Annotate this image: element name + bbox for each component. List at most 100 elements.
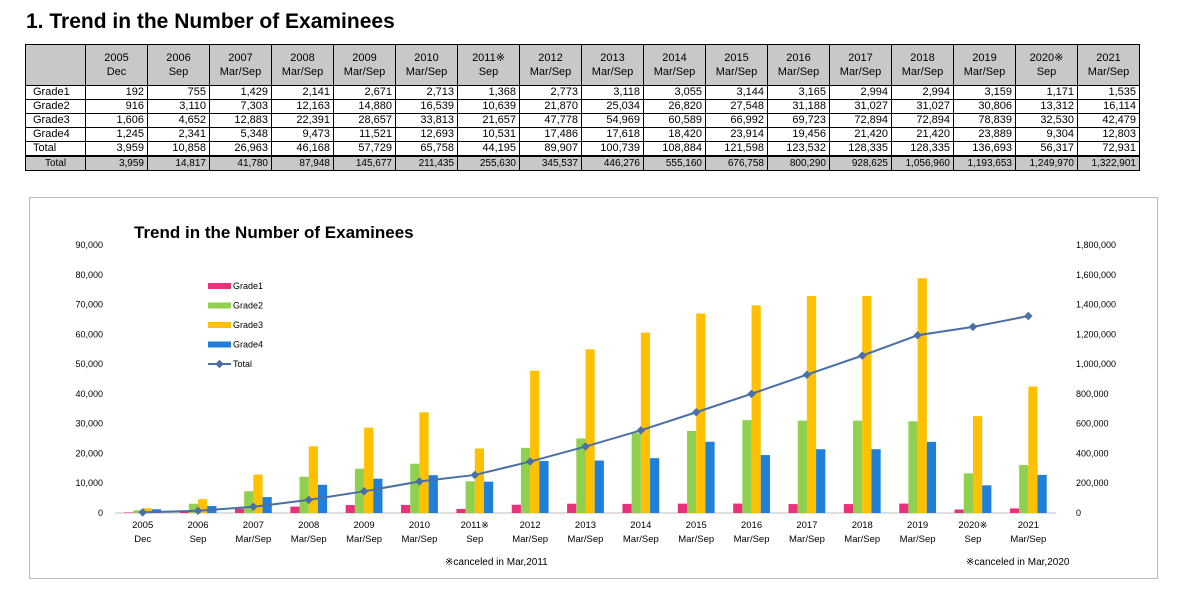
table-cell: 26,820 — [643, 99, 706, 114]
column-header: 2014 Mar/Sep — [643, 44, 706, 86]
column-header: 2010 Mar/Sep — [395, 44, 458, 86]
x-tick-label: 2018 — [852, 520, 873, 531]
bar-grade3 — [585, 349, 595, 513]
marker-total — [1024, 311, 1033, 321]
column-header-year: 2018 — [910, 52, 935, 64]
bar-grade2 — [742, 420, 752, 513]
table-cell: 10,858 — [147, 141, 210, 157]
marker-total — [138, 508, 147, 517]
bar-grade1 — [733, 503, 743, 513]
bar-grade1 — [1009, 508, 1020, 513]
bar-grade3 — [751, 305, 761, 513]
y2-tick-label: 400,000 — [1076, 448, 1109, 458]
table-cell: 14,817 — [147, 155, 210, 171]
bar-grade3 — [253, 474, 263, 513]
table-cell: 18,420 — [643, 127, 706, 142]
table-cell: 145,677 — [333, 155, 396, 171]
table-cell: 21,420 — [891, 127, 954, 142]
x-tick-sublabel: Mar/Sep — [678, 534, 714, 545]
x-tick-label: 2012 — [520, 520, 541, 531]
table-cell: 31,027 — [829, 99, 892, 114]
column-header: 2009 Mar/Sep — [333, 44, 396, 86]
column-header: 2021 Mar/Sep — [1077, 44, 1140, 86]
table-cell: 3,959 — [85, 141, 148, 157]
y2-tick-label: 1,200,000 — [1076, 329, 1116, 339]
x-tick-sublabel: Dec — [134, 534, 151, 545]
table-cell: 44,195 — [457, 141, 520, 157]
x-tick-sublabel: Mar/Sep — [844, 534, 880, 545]
table-cell: 33,813 — [395, 113, 458, 128]
table-row: Grade3 1,606 4,652 12,883 22,391 28,657 33,813… — [25, 113, 1140, 128]
table-cell: 46,168 — [271, 141, 334, 157]
bar-grade1 — [345, 505, 355, 513]
table-cell: 23,889 — [953, 127, 1016, 142]
bar-grade3 — [419, 412, 429, 513]
column-header: 2008 Mar/Sep — [271, 44, 334, 86]
table-cell: 555,160 — [643, 155, 706, 171]
table-cell: 11,521 — [333, 127, 396, 142]
table-cell: 72,931 — [1077, 141, 1140, 157]
table-cell: 12,883 — [209, 113, 272, 128]
x-tick-label: 2011※ — [461, 520, 489, 531]
bar-grade4 — [594, 460, 604, 513]
column-header: 2017 Mar/Sep — [829, 44, 892, 86]
column-header-year: 2006 — [166, 52, 191, 64]
bar-grade4 — [871, 449, 881, 513]
bar-grade4 — [760, 455, 770, 513]
bar-grade3 — [308, 446, 318, 513]
column-header-session: Dec — [106, 66, 127, 78]
bar-grade3 — [806, 295, 817, 513]
table-cell: 60,589 — [643, 113, 706, 128]
bar-grade2 — [354, 468, 365, 513]
bar-grade1 — [401, 504, 411, 513]
x-tick-label: 2017 — [796, 520, 817, 531]
table-cell: 1,368 — [457, 85, 520, 100]
column-header-year: 2014 — [662, 52, 687, 64]
bar-grade2 — [133, 510, 143, 513]
legend-label-grade1: Grade1 — [233, 281, 263, 291]
column-header-session: Sep — [1036, 66, 1057, 78]
column-header: 2015 Mar/Sep — [705, 44, 768, 86]
table-cell: 28,657 — [333, 113, 396, 128]
marker-total — [691, 407, 701, 417]
column-header-session: Sep — [478, 66, 499, 78]
table-cell: 255,630 — [457, 155, 520, 171]
y-tick-label: 40,000 — [75, 389, 103, 399]
bar-grade3 — [530, 370, 540, 513]
bar-grade2 — [188, 503, 199, 513]
table-cell: 56,317 — [1015, 141, 1078, 157]
bar-grade3 — [696, 313, 706, 513]
table-cell: 121,598 — [705, 141, 768, 157]
marker-total — [525, 457, 535, 466]
y2-tick-label: 200,000 — [1076, 478, 1109, 488]
bar-grade2 — [1019, 465, 1029, 513]
table-cell: 17,618 — [581, 127, 644, 142]
bar-grade2 — [410, 463, 420, 513]
table-cell: 32,530 — [1015, 113, 1078, 128]
table-row: Total 3,959 10,858 26,963 46,168 57,729 65,758… — [25, 141, 1140, 157]
bar-grade1 — [124, 512, 134, 513]
table-corner-cell — [25, 44, 86, 86]
bar-grade3 — [862, 295, 872, 513]
table-cell: 755 — [147, 85, 210, 100]
y2-tick-label: 1,000,000 — [1076, 359, 1116, 369]
column-header-session: Mar/Sep — [901, 66, 944, 78]
table-cell: 7,303 — [209, 99, 272, 114]
table-cell: 89,907 — [519, 141, 582, 157]
x-tick-label: 2010 — [409, 520, 430, 531]
row-label: Grade4 — [25, 127, 86, 142]
table-cell: 928,625 — [829, 155, 892, 171]
x-tick-sublabel: Mar/Sep — [512, 534, 548, 545]
marker-total — [858, 351, 867, 360]
table-cell: 2,773 — [519, 85, 582, 100]
y2-tick-label: 1,800,000 — [1076, 240, 1116, 250]
table-cell: 3,159 — [953, 85, 1016, 100]
row-label: Grade3 — [25, 113, 86, 128]
column-header: 2019 Mar/Sep — [953, 44, 1016, 86]
table-cell: 4,652 — [147, 113, 210, 128]
column-header: 2012 Mar/Sep — [519, 44, 582, 86]
table-cell: 54,969 — [581, 113, 644, 128]
table-row: Total 3,959 14,817 41,780 87,948 145,677 211,4… — [25, 155, 1140, 171]
bar-grade3 — [972, 416, 983, 513]
legend-label-grade3: Grade3 — [233, 320, 263, 330]
